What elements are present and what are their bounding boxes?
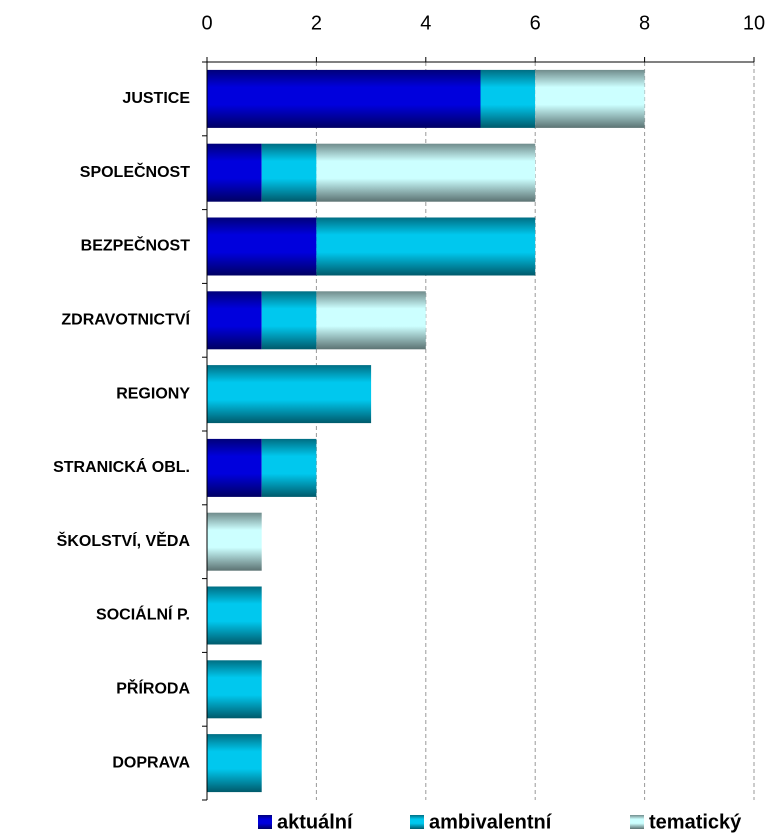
category-label: REGIONY bbox=[116, 385, 190, 402]
bar-segment bbox=[207, 586, 262, 645]
bar-segment bbox=[535, 69, 645, 128]
x-tick-label: 2 bbox=[311, 12, 322, 34]
bar-segment bbox=[207, 217, 317, 276]
x-tick-label: 6 bbox=[530, 12, 541, 34]
category-label: JUSTICE bbox=[122, 90, 190, 107]
bar-segment bbox=[207, 512, 262, 571]
legend-swatch bbox=[258, 815, 272, 829]
bar-segment bbox=[261, 291, 317, 350]
x-tick-label: 0 bbox=[201, 12, 212, 34]
legend-label: ambivalentní bbox=[429, 811, 553, 833]
legend-swatch bbox=[630, 815, 644, 829]
category-label: PŘÍRODA bbox=[116, 679, 190, 698]
bar-segment bbox=[207, 365, 372, 424]
bar-segment bbox=[316, 291, 426, 350]
bar-segment bbox=[207, 69, 481, 128]
category-label: STRANICKÁ OBL. bbox=[53, 457, 190, 476]
bar-segment bbox=[207, 438, 262, 497]
bar-segment bbox=[207, 660, 262, 719]
bar-segment bbox=[316, 143, 536, 202]
bar-segment bbox=[207, 291, 262, 350]
bar-segment bbox=[261, 143, 317, 202]
x-tick-label: 8 bbox=[639, 12, 650, 34]
category-label: BEZPEČNOST bbox=[81, 236, 191, 255]
legend-swatch bbox=[410, 815, 424, 829]
category-label: ZDRAVOTNICTVÍ bbox=[61, 310, 190, 329]
category-label: ŠKOLSTVÍ, VĚDA bbox=[57, 531, 191, 550]
x-tick-label: 4 bbox=[420, 12, 431, 34]
bar-segment bbox=[316, 217, 536, 276]
bar-segment bbox=[207, 734, 262, 793]
category-label: SPOLEČNOST bbox=[80, 162, 190, 181]
bar-segment bbox=[480, 69, 536, 128]
legend-label: tematický bbox=[649, 811, 742, 833]
legend-label: aktuální bbox=[277, 811, 354, 833]
bar-segment bbox=[261, 438, 317, 497]
x-tick-label: 10 bbox=[743, 12, 765, 34]
category-label: DOPRAVA bbox=[112, 754, 190, 771]
category-label: SOCIÁLNÍ P. bbox=[96, 605, 190, 624]
bar-segment bbox=[207, 143, 262, 202]
